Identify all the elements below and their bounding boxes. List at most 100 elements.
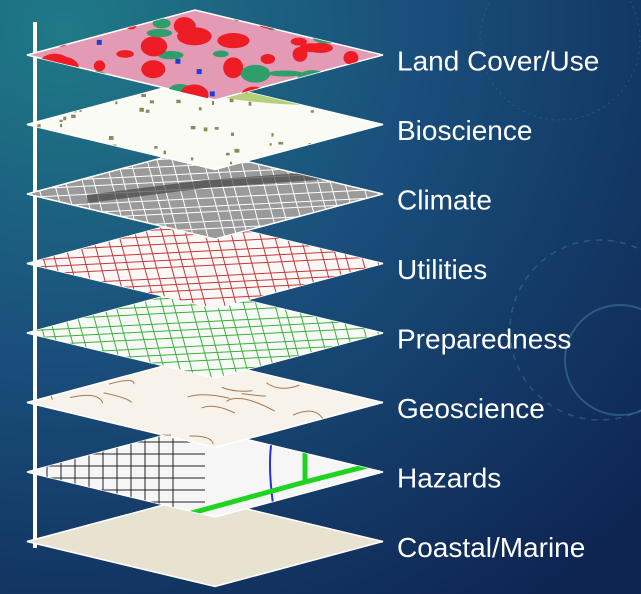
layer-sheet <box>26 495 384 588</box>
texture <box>108 380 135 385</box>
layer-label: Preparedness <box>397 323 571 354</box>
texture <box>153 149 180 239</box>
texture <box>149 100 155 104</box>
texture <box>269 143 272 146</box>
texture <box>230 132 234 136</box>
texture <box>223 57 244 79</box>
texture <box>310 110 314 113</box>
texture <box>141 60 166 79</box>
texture <box>196 69 202 75</box>
texture <box>79 109 82 112</box>
texture <box>27 326 383 346</box>
texture <box>27 256 383 276</box>
texture <box>221 386 253 392</box>
layer-label: Land Cover/Use <box>397 45 599 76</box>
texture <box>307 42 333 54</box>
texture <box>169 218 196 309</box>
texture <box>157 218 184 309</box>
texture <box>203 127 208 132</box>
texture <box>248 101 252 106</box>
texture <box>217 33 250 49</box>
texture <box>290 37 307 46</box>
texture <box>190 157 194 161</box>
texture <box>271 133 274 137</box>
texture <box>152 18 171 29</box>
texture <box>278 141 284 145</box>
texture <box>59 124 63 128</box>
texture <box>69 394 104 404</box>
texture <box>103 392 132 403</box>
texture <box>237 149 264 239</box>
texture <box>212 50 229 58</box>
layer-sheet <box>26 9 384 101</box>
texture <box>209 91 215 97</box>
texture <box>154 146 158 149</box>
texture <box>27 178 383 198</box>
layer-label: Geoscience <box>397 393 545 424</box>
texture <box>201 405 236 414</box>
texture <box>146 28 173 38</box>
decor-ring <box>509 239 641 421</box>
texture <box>37 124 41 128</box>
texture <box>142 218 169 309</box>
texture <box>115 101 118 105</box>
texture <box>179 84 209 100</box>
texture <box>116 50 134 58</box>
texture <box>86 170 344 203</box>
texture <box>145 109 150 113</box>
texture <box>140 36 168 57</box>
layer-label: Bioscience <box>397 115 532 146</box>
texture <box>238 288 265 378</box>
texture <box>198 107 202 111</box>
texture <box>139 107 144 112</box>
texture <box>229 161 233 165</box>
texture <box>156 288 183 378</box>
texture <box>96 39 102 45</box>
texture <box>189 435 214 445</box>
layer-sheet <box>26 148 384 240</box>
texture <box>292 410 324 419</box>
layer-label: Coastal/Marine <box>397 532 585 563</box>
texture <box>176 99 181 104</box>
texture <box>27 319 383 339</box>
texture <box>59 119 63 122</box>
texture <box>180 218 207 309</box>
texture <box>211 100 214 105</box>
texture <box>27 248 383 268</box>
texture <box>226 397 275 412</box>
texture <box>108 136 114 140</box>
texture <box>71 114 76 119</box>
map-layer <box>26 495 384 588</box>
layer-label: Utilities <box>397 254 487 285</box>
texture <box>183 149 209 239</box>
decor-ring <box>564 304 641 416</box>
texture <box>93 60 106 72</box>
texture <box>141 93 147 98</box>
texture <box>260 53 276 64</box>
texture <box>173 17 196 35</box>
texture <box>234 148 240 153</box>
texture <box>168 288 195 378</box>
layer-label: Climate <box>397 184 492 215</box>
layer-label: Hazards <box>397 462 501 493</box>
texture <box>175 58 181 64</box>
texture <box>63 116 67 121</box>
texture <box>229 98 234 103</box>
texture <box>163 150 167 155</box>
texture <box>265 382 300 389</box>
texture <box>214 126 219 130</box>
texture <box>267 70 303 77</box>
decor-ring <box>479 0 641 121</box>
texture <box>292 47 308 62</box>
texture <box>190 125 196 130</box>
texture <box>168 149 195 239</box>
texture <box>27 188 383 208</box>
texture <box>157 50 184 60</box>
layer-sheet <box>26 217 384 310</box>
layer-sheet <box>26 356 384 449</box>
texture <box>187 394 230 399</box>
texture <box>225 152 230 156</box>
